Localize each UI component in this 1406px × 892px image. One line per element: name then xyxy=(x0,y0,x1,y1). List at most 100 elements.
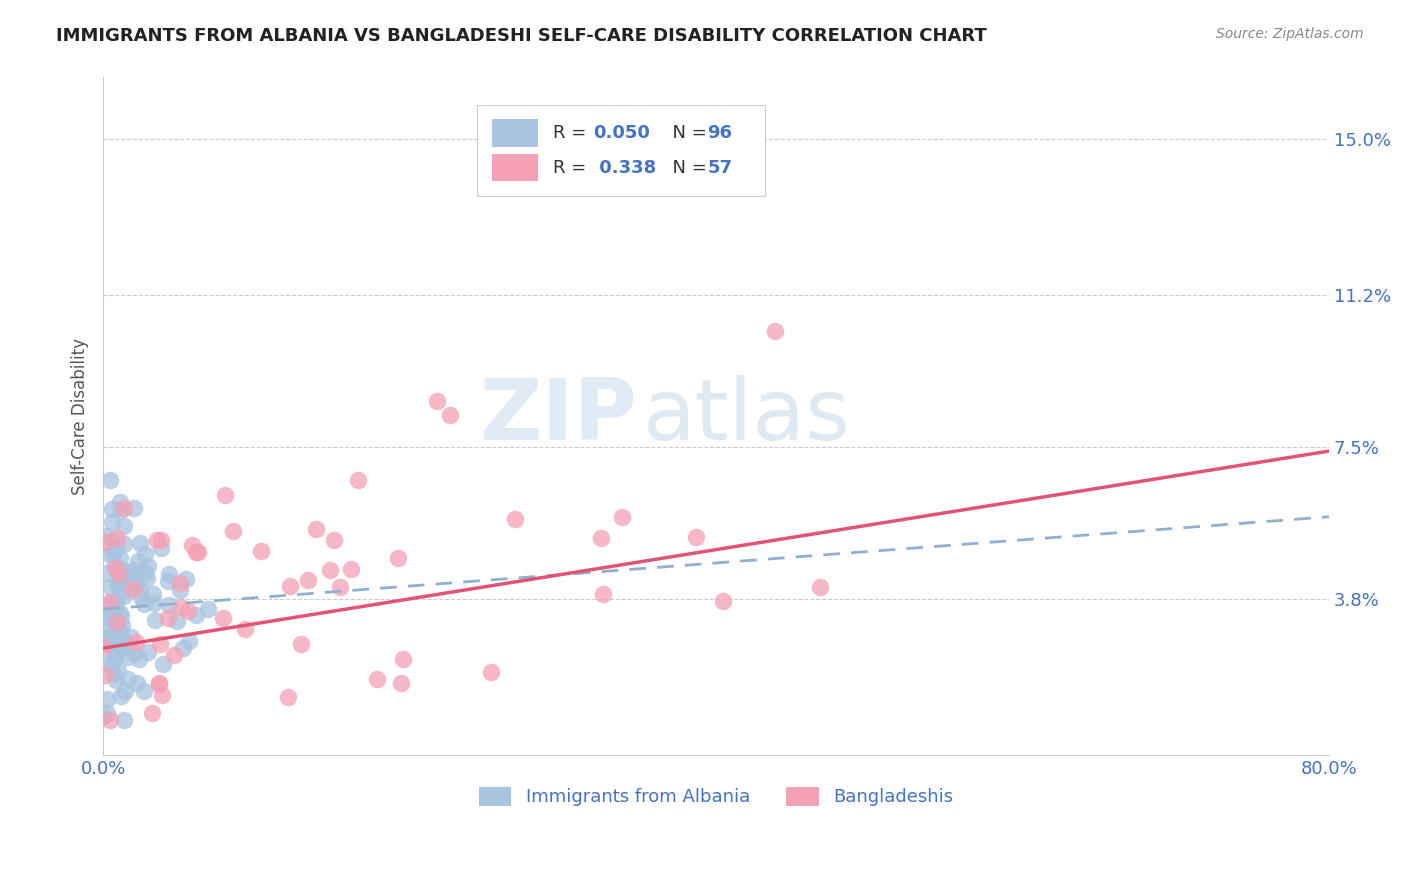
Point xyxy=(108,577,131,591)
Point xyxy=(174,572,197,586)
Point xyxy=(96,692,118,706)
Point xyxy=(172,640,194,655)
Point xyxy=(98,595,121,609)
Point xyxy=(131,590,153,604)
Point xyxy=(112,537,135,551)
Point xyxy=(103,666,125,681)
Text: 0.050: 0.050 xyxy=(593,124,651,142)
Point xyxy=(278,579,301,593)
Point xyxy=(142,587,165,601)
Point xyxy=(98,713,121,727)
Point xyxy=(366,672,388,686)
Point xyxy=(111,583,134,598)
Point xyxy=(124,568,146,582)
Point xyxy=(107,574,129,588)
Text: R =: R = xyxy=(553,159,592,177)
Point xyxy=(187,544,209,558)
Point xyxy=(177,633,200,648)
Text: ZIP: ZIP xyxy=(478,375,637,458)
Point xyxy=(100,632,122,646)
Point xyxy=(305,522,328,536)
Point xyxy=(96,706,118,720)
Point xyxy=(110,568,132,582)
Point xyxy=(93,631,115,645)
Point xyxy=(125,578,148,592)
Point xyxy=(127,554,149,568)
Point xyxy=(94,566,117,580)
Point xyxy=(340,562,363,576)
Point xyxy=(112,589,135,603)
Point xyxy=(110,627,132,641)
Point xyxy=(100,515,122,529)
Point xyxy=(122,646,145,660)
Point xyxy=(163,648,186,662)
Point xyxy=(149,637,172,651)
Point xyxy=(169,576,191,591)
Point xyxy=(323,533,346,548)
Point xyxy=(96,635,118,649)
Text: atlas: atlas xyxy=(643,375,851,458)
Point xyxy=(141,706,163,720)
Point xyxy=(108,551,131,566)
Point xyxy=(117,672,139,686)
Point xyxy=(132,597,155,611)
Point xyxy=(129,582,152,597)
Point xyxy=(713,593,735,607)
Point xyxy=(97,656,120,670)
Point xyxy=(108,624,131,638)
Point xyxy=(114,634,136,648)
Point xyxy=(439,408,461,422)
Point xyxy=(389,675,412,690)
Point xyxy=(170,599,193,614)
Point xyxy=(120,630,142,644)
Point xyxy=(105,615,128,630)
Point xyxy=(104,558,127,573)
Point xyxy=(426,394,449,409)
Point xyxy=(121,582,143,597)
Point xyxy=(104,541,127,556)
Point xyxy=(91,708,114,723)
Point xyxy=(105,531,128,545)
Point xyxy=(150,533,173,547)
Point xyxy=(387,550,409,565)
Point xyxy=(112,519,135,533)
Point xyxy=(121,563,143,577)
Point xyxy=(763,324,786,338)
Point xyxy=(143,613,166,627)
Text: N =: N = xyxy=(661,124,713,142)
Point xyxy=(214,488,236,502)
Point xyxy=(98,580,121,594)
Point xyxy=(156,611,179,625)
Point xyxy=(98,473,121,487)
Point xyxy=(108,566,131,581)
Point xyxy=(290,637,312,651)
Point xyxy=(110,608,132,623)
Point xyxy=(148,677,170,691)
Text: 0.338: 0.338 xyxy=(593,159,657,177)
Point xyxy=(112,713,135,727)
Point xyxy=(104,673,127,687)
Point xyxy=(94,529,117,543)
Point xyxy=(134,684,156,698)
Point xyxy=(112,501,135,516)
Point xyxy=(115,638,138,652)
Point xyxy=(610,509,633,524)
Point xyxy=(124,571,146,585)
Point xyxy=(111,618,134,632)
Point xyxy=(233,622,256,636)
Point xyxy=(91,640,114,655)
Point xyxy=(157,567,180,582)
Point xyxy=(136,645,159,659)
Point xyxy=(319,563,342,577)
Point xyxy=(108,641,131,656)
Point xyxy=(149,541,172,556)
Bar xyxy=(492,154,538,181)
Point xyxy=(129,536,152,550)
Legend: Immigrants from Albania, Bangladeshis: Immigrants from Albania, Bangladeshis xyxy=(471,780,960,814)
Point xyxy=(169,582,191,597)
Point xyxy=(125,635,148,649)
Point xyxy=(136,571,159,585)
Point xyxy=(94,668,117,682)
Point xyxy=(103,626,125,640)
Point xyxy=(128,652,150,666)
